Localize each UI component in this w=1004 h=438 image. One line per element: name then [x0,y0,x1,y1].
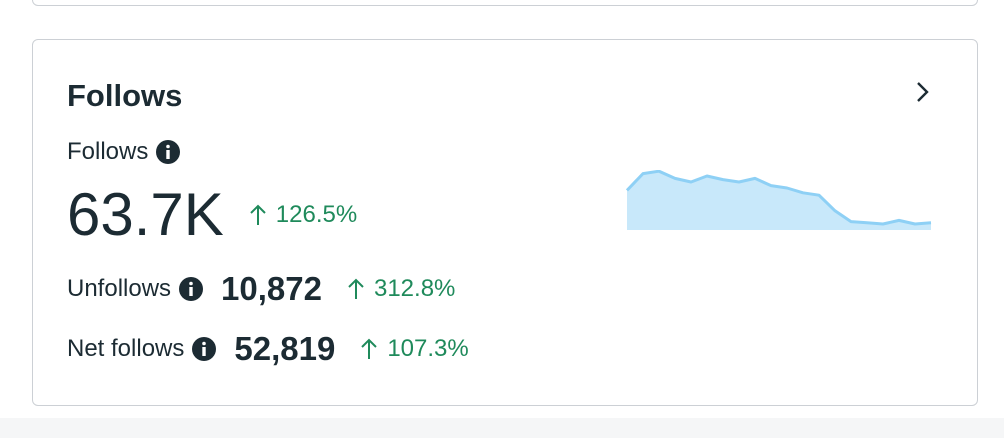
open-details[interactable] [911,80,935,104]
metric-change: 107.3% [387,335,469,362]
sparkline-line [625,170,932,226]
card-title: Follows [67,78,183,113]
metric-change: 312.8% [373,275,456,302]
primary-label-row: Follows [67,138,181,166]
primary-value-row: 63.7K 126.5% [67,180,357,249]
up-arrow [361,338,378,359]
info-icon[interactable] [156,140,181,164]
metric-value: 10,872 [221,270,322,307]
sparkline [625,170,932,230]
sparkline-area [627,171,931,230]
follows-card: Follows Follows 63.7K 126.5% Unfollows 1… [32,39,978,406]
up-arrow [348,278,364,299]
unfollows-row: Unfollows 10,872 312.8% [67,270,455,308]
info-icon[interactable] [179,277,204,301]
previous-card [32,0,978,6]
metric-change: 126.5% [275,200,358,228]
metric-value: 52,819 [234,330,336,367]
info-icon[interactable] [192,337,217,361]
net-follows-row: Net follows 52,819 107.3% [67,330,469,368]
metric-label: Follows [67,138,149,165]
background [0,418,1004,438]
metric-label: Unfollows [67,275,172,302]
metric-value: 63.7K [67,181,224,248]
metric-label: Net follows [67,335,185,362]
up-arrow [250,204,266,225]
